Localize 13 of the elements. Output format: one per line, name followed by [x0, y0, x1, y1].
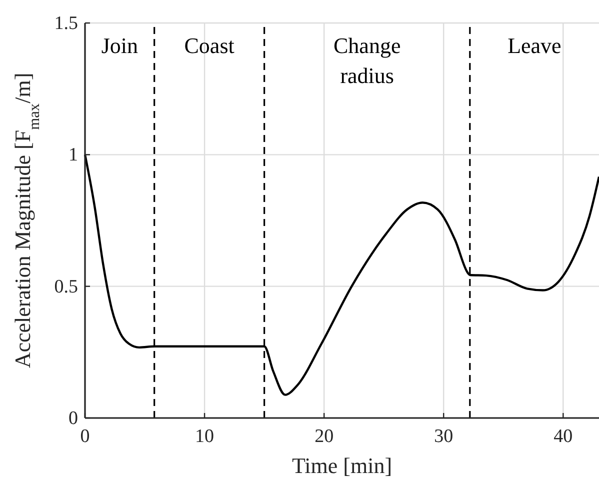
- y-tick-label: 0.5: [54, 276, 78, 298]
- x-axis-title: Time [min]: [292, 453, 392, 478]
- annotation: Leave: [508, 33, 562, 58]
- x-tick-label: 10: [195, 426, 214, 447]
- x-tick-label: 40: [554, 426, 573, 447]
- x-tick-label: 30: [434, 426, 454, 447]
- annotation: Change radius: [334, 33, 401, 88]
- annotation: Coast: [184, 33, 234, 58]
- y-tick-label: 0: [68, 408, 78, 429]
- x-tick-label: 20: [314, 426, 334, 447]
- y-tick-label: 1.5: [54, 13, 78, 34]
- y-tick-label: 1: [68, 144, 78, 166]
- annotation: Join: [101, 33, 138, 58]
